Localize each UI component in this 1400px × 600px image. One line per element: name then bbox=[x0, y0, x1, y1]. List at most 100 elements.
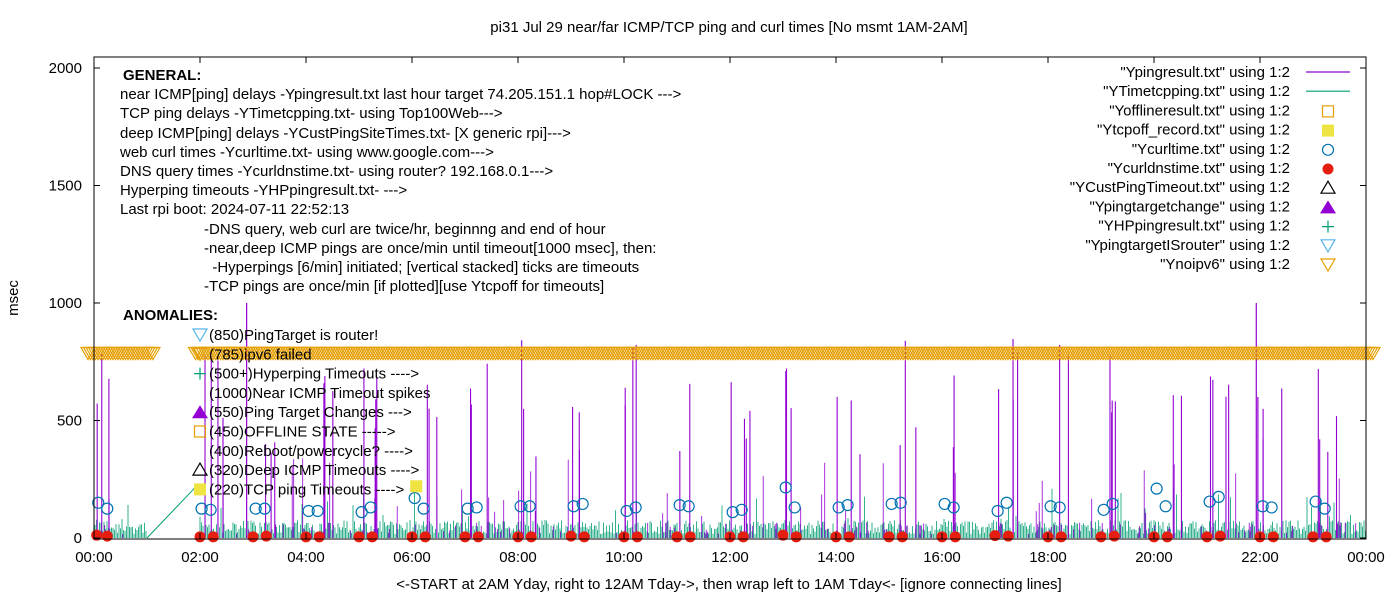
legend-label: "Yofflineresult.txt" using 1:2 bbox=[1109, 102, 1290, 119]
curl-marker bbox=[1106, 497, 1119, 511]
curl-marker bbox=[885, 497, 898, 511]
x-axis-label: <-START at 2AM Yday, right to 12AM Tday-… bbox=[396, 576, 1061, 593]
curl-marker bbox=[576, 497, 589, 511]
dns-marker bbox=[631, 531, 643, 543]
curl-marker bbox=[1212, 490, 1225, 503]
general-heading: GENERAL: bbox=[123, 67, 201, 84]
anomaly-label: (550)Ping Target Changes ---> bbox=[209, 404, 412, 421]
markers bbox=[79, 346, 1382, 543]
curl-marker bbox=[101, 502, 114, 515]
axis-ticks: 0 500 1000 1500 2000 00:00 02:00 04:00 06:00 08:0… bbox=[49, 57, 1385, 566]
anomaly-label: (450)OFFLINE STATE -----> bbox=[209, 424, 396, 441]
legend-swatch bbox=[1321, 105, 1335, 118]
dns-marker bbox=[419, 531, 431, 543]
curl-marker bbox=[788, 501, 801, 514]
anomaly-label: (785)ipv6 failed bbox=[209, 346, 312, 363]
noipv6-marker bbox=[144, 346, 162, 361]
curl-marker bbox=[1150, 482, 1163, 495]
legend-label: "Ytcpoff_record.txt" using 1:2 bbox=[1097, 122, 1290, 139]
x-tick-label: 06:00 bbox=[393, 549, 431, 566]
legend-label: "Ycurldnstime.txt" using 1:2 bbox=[1108, 160, 1290, 177]
general-note: -DNS query, web curl are twice/hr, begin… bbox=[204, 221, 606, 238]
curl-marker bbox=[1318, 502, 1331, 515]
curl-marker bbox=[1000, 496, 1013, 509]
anomaly-list: (850)PingTarget is router! (785)ipv6 fail… bbox=[191, 327, 430, 498]
x-tick-label: 02:00 bbox=[181, 549, 219, 566]
dns-marker bbox=[353, 531, 365, 543]
legend-swatch bbox=[1320, 200, 1336, 214]
curl-marker bbox=[779, 481, 792, 494]
curl-marker bbox=[894, 496, 907, 509]
dns-marker bbox=[459, 531, 471, 543]
curl-marker bbox=[682, 500, 695, 513]
legend-swatch bbox=[1319, 258, 1337, 273]
dns-marker bbox=[684, 531, 696, 543]
tcp-connecting-line bbox=[146, 485, 197, 539]
x-tick-label: 16:00 bbox=[923, 549, 961, 566]
legend-swatch bbox=[1321, 143, 1335, 156]
curl-marker bbox=[461, 502, 474, 515]
dns-marker bbox=[1214, 530, 1226, 542]
anomalies-heading: ANOMALIES: bbox=[123, 307, 218, 324]
curl-marker bbox=[514, 500, 527, 513]
y-tick-label: 0 bbox=[74, 530, 82, 547]
dns-marker bbox=[671, 531, 683, 543]
curl-marker bbox=[735, 503, 748, 516]
dns-marker bbox=[1108, 530, 1120, 542]
y-tick-label: 500 bbox=[57, 413, 82, 430]
legend-label: "YTimetcpping.txt" using 1:2 bbox=[1103, 83, 1290, 100]
curl-marker bbox=[841, 499, 854, 512]
curl-marker bbox=[364, 501, 377, 514]
dns-marker bbox=[1320, 531, 1332, 543]
anomaly-marker bbox=[191, 461, 209, 476]
curl-marker bbox=[523, 500, 536, 513]
general-line: near ICMP[ping] delays -Ypingresult.txt … bbox=[120, 86, 682, 103]
curl-marker bbox=[1159, 500, 1172, 513]
dns-marker bbox=[843, 531, 855, 543]
anomaly-label: (220)TCP ping Timeouts ----> bbox=[209, 481, 404, 498]
anomaly-marker bbox=[192, 405, 208, 419]
legend-label: "YpingtargetISrouter" using 1:2 bbox=[1085, 237, 1290, 254]
dns-marker bbox=[207, 531, 219, 543]
x-tick-label: 12:00 bbox=[711, 549, 749, 566]
dns-marker bbox=[313, 531, 325, 543]
dns-marker bbox=[366, 531, 378, 543]
curl-marker bbox=[1256, 500, 1269, 513]
legend-swatch bbox=[1319, 239, 1337, 253]
curl-marker bbox=[1265, 501, 1278, 514]
dns-marker bbox=[1267, 531, 1279, 543]
general-block: GENERAL: near ICMP[ping] delays -Ypingre… bbox=[119, 67, 682, 295]
general-note: -near,deep ICMP pings are once/min until… bbox=[204, 240, 656, 257]
legend-swatch bbox=[1322, 220, 1334, 233]
x-tick-label: 10:00 bbox=[605, 549, 643, 566]
dns-marker bbox=[1055, 531, 1067, 543]
general-line: Hyperping timeouts -YHPpingresult.txt- -… bbox=[120, 182, 407, 199]
x-tick-label: 20:00 bbox=[1135, 549, 1173, 566]
legend-label: "Ycurltime.txt" using 1:2 bbox=[1132, 141, 1290, 158]
anomalies-block: ANOMALIES: (850)PingTarget is router! (78… bbox=[123, 307, 430, 498]
x-tick-label: 00:00 bbox=[75, 549, 113, 566]
legend-label: "Ynoipv6" using 1:2 bbox=[1160, 256, 1290, 273]
anomaly-marker bbox=[194, 483, 206, 496]
x-tick-label: 18:00 bbox=[1029, 549, 1067, 566]
x-tick-label: 00:00 bbox=[1347, 549, 1385, 566]
legend-label: "YHPpingresult.txt" using 1:2 bbox=[1098, 218, 1290, 235]
curl-marker bbox=[673, 499, 686, 512]
curl-marker bbox=[1309, 495, 1322, 508]
curl-marker bbox=[470, 501, 483, 514]
y-tick-label: 1000 bbox=[49, 295, 82, 312]
anomaly-label: (400)Reboot/powercycle? ----> bbox=[209, 443, 413, 460]
dns-marker bbox=[525, 531, 537, 543]
dns-marker bbox=[790, 531, 802, 543]
dns-marker bbox=[777, 529, 789, 541]
curl-marker bbox=[567, 500, 580, 513]
legend-label: "Ypingresult.txt" using 1:2 bbox=[1120, 64, 1290, 81]
curl-marker bbox=[195, 502, 208, 515]
x-tick-label: 14:00 bbox=[817, 549, 855, 566]
dns-marker bbox=[247, 531, 259, 543]
curl-marker bbox=[1053, 501, 1066, 514]
anomaly-marker bbox=[193, 425, 207, 438]
dns-marker bbox=[883, 531, 895, 543]
general-note: -TCP pings are once/min [if plotted][use… bbox=[204, 278, 604, 295]
